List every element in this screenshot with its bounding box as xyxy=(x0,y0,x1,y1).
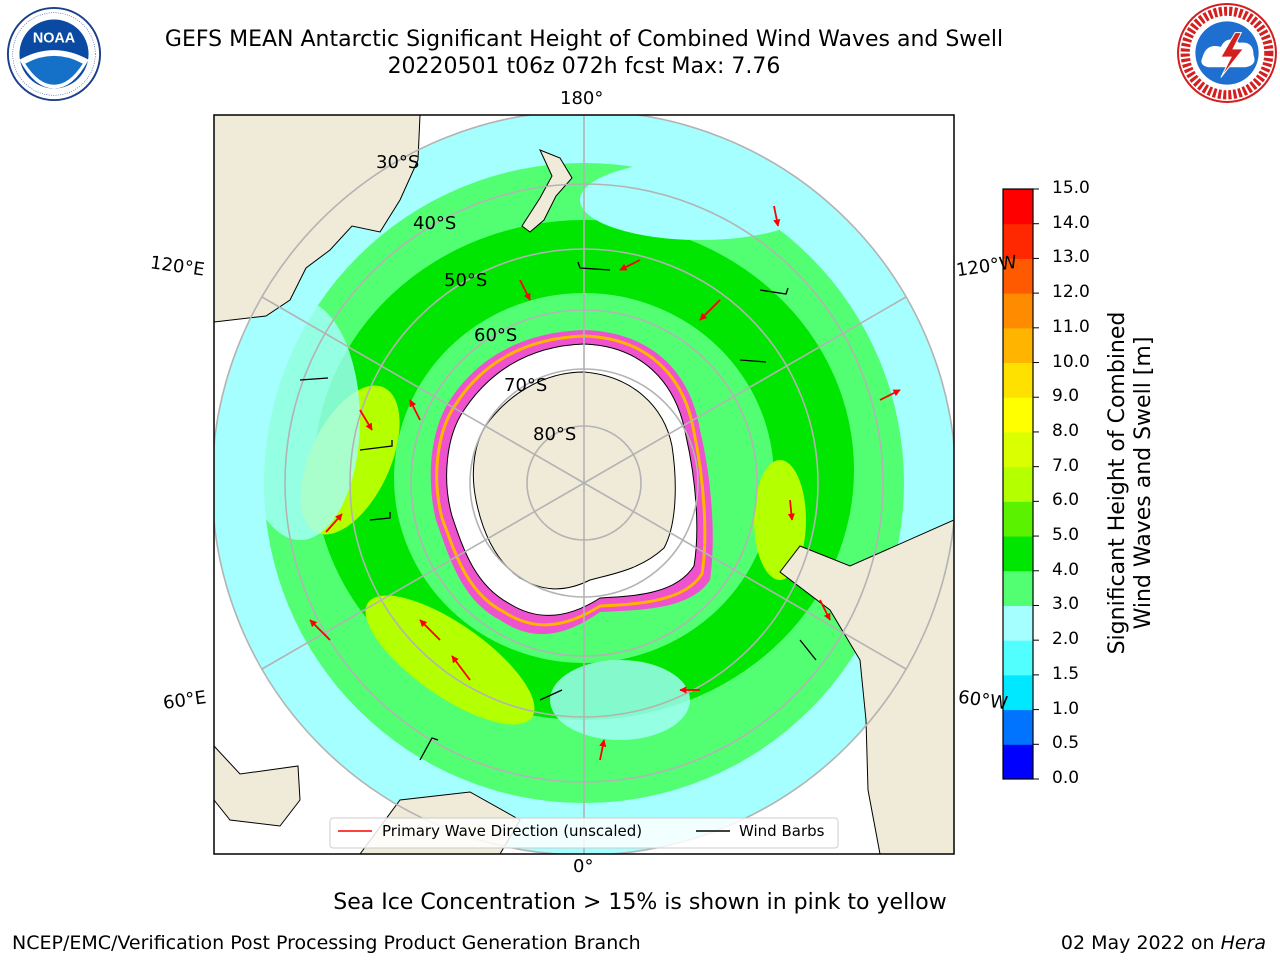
colorbar-tick-label: 1.5 xyxy=(1052,663,1080,684)
calm-patch-nw xyxy=(240,300,360,540)
colorbar-swatch xyxy=(1003,605,1033,641)
colorbar-swatch xyxy=(1003,640,1033,676)
colorbar-tick-label: 14.0 xyxy=(1052,212,1090,233)
lat-label-60s: 60°S xyxy=(474,325,518,346)
colorbar-swatch xyxy=(1003,501,1033,537)
colorbar-tick-label: 8.0 xyxy=(1052,420,1080,441)
sea-ice-ring-yellow xyxy=(435,334,707,627)
graticule xyxy=(214,115,954,854)
lon-label-0: 0° xyxy=(573,856,594,877)
colorbar-tick-label: 10.0 xyxy=(1052,351,1090,372)
chart-subtitle: 20220501 t06z 072h fcst Max: 7.76 xyxy=(387,54,781,79)
colorbar-tick-label: 7.0 xyxy=(1052,455,1080,476)
footer-branch: NCEP/EMC/Verification Post Processing Pr… xyxy=(12,932,641,954)
colorbar-tick-label: 3.0 xyxy=(1052,594,1080,615)
colorbar-label-line2: Wind Waves and Swell [m] xyxy=(1131,336,1156,630)
map-frame xyxy=(213,114,955,855)
lat-label-80s: 80°S xyxy=(533,424,577,445)
chart-title: GEFS MEAN Antarctic Significant Height o… xyxy=(164,27,1004,52)
calm-patch-s xyxy=(550,660,690,740)
colorbar-swatch xyxy=(1003,744,1033,780)
colorbar-swatch xyxy=(1003,293,1033,329)
colorbar-swatch xyxy=(1003,536,1033,572)
colorbar-tick-label: 13.0 xyxy=(1052,247,1090,268)
colorbar-tick-label: 11.0 xyxy=(1052,316,1090,337)
colorbar-label-line1: Significant Height of Combined xyxy=(1105,311,1130,655)
colorbar xyxy=(1003,188,1039,780)
colorbar-swatch xyxy=(1003,189,1033,225)
colorbar-swatch xyxy=(1003,397,1033,433)
wave-direction-arrows xyxy=(309,205,901,761)
colorbar-tick-label: 5.0 xyxy=(1052,525,1080,546)
colorbar-tick-label: 2.0 xyxy=(1052,629,1080,650)
noaa-logo: NOAA xyxy=(6,6,102,102)
colorbar-swatch xyxy=(1003,570,1033,606)
colorbar-swatch xyxy=(1003,466,1033,502)
lat-label-30s: 30°S xyxy=(376,152,420,173)
colorbar-swatch xyxy=(1003,709,1033,745)
colorbar-swatch xyxy=(1003,362,1033,398)
colorbar-swatch xyxy=(1003,431,1033,468)
wave-peak-sw xyxy=(365,595,535,725)
colorbar-swatch xyxy=(1003,258,1033,294)
colorbar-tick-label: 1.0 xyxy=(1052,698,1080,719)
lat-label-70s: 70°S xyxy=(504,375,548,396)
legend-wind-label: Wind Barbs xyxy=(739,822,825,840)
svg-text:NOAA: NOAA xyxy=(33,30,76,46)
colorbar-tick-label: 6.0 xyxy=(1052,490,1080,511)
map-legend xyxy=(329,817,839,849)
colorbar-tick-label: 12.0 xyxy=(1052,282,1090,303)
colorbar-tick-label: 0.0 xyxy=(1052,768,1080,788)
footer-date-text: 02 May 2022 on xyxy=(1060,932,1221,954)
colorbar-tick-label: 0.5 xyxy=(1052,733,1080,754)
lon-label-180: 180° xyxy=(560,88,604,109)
colorbar-swatch xyxy=(1003,223,1033,259)
colorbar-swatch xyxy=(1003,674,1033,711)
land-antarctica-interior xyxy=(472,371,676,590)
colorbar-frame xyxy=(1002,188,1034,780)
land-africa xyxy=(214,745,301,827)
legend-wave-label: Primary Wave Direction (unscaled) xyxy=(382,822,643,840)
calm-patch-ne xyxy=(580,160,820,240)
wave-peak-e xyxy=(754,460,806,580)
wind-barbs xyxy=(299,261,817,761)
footer-host: Hera xyxy=(1220,932,1266,954)
lat-label-50s: 50°S xyxy=(444,270,488,291)
colorbar-swatch xyxy=(1003,327,1033,364)
colorbar-tick-label: 15.0 xyxy=(1052,178,1090,198)
colorbar-tick-label: 9.0 xyxy=(1052,386,1080,407)
footer-date: 02 May 2022 on Hera xyxy=(1061,932,1266,954)
colorbar-tick-label: 4.0 xyxy=(1052,559,1080,580)
sea-ice-note: Sea Ice Concentration > 15% is shown in … xyxy=(333,890,947,915)
lat-label-40s: 40°S xyxy=(413,213,457,234)
nws-logo xyxy=(1177,3,1277,103)
